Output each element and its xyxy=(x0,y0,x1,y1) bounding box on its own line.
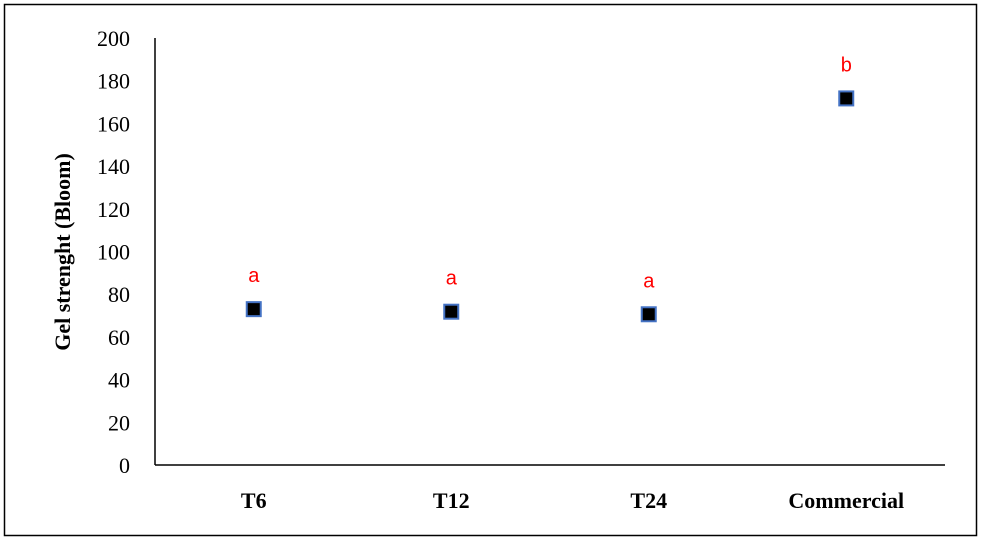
y-tick-label: 0 xyxy=(119,453,130,478)
x-tick-label: T6 xyxy=(241,488,267,513)
y-axis-label: Gel strenght (Bloom) xyxy=(50,153,75,351)
y-tick-label: 160 xyxy=(97,111,130,136)
x-tick-label: Commercial xyxy=(788,488,904,513)
x-tick-label: T12 xyxy=(433,488,470,513)
data-label: a xyxy=(248,265,260,287)
data-label: b xyxy=(841,54,852,76)
y-tick-label: 200 xyxy=(97,26,130,51)
data-point xyxy=(640,306,657,323)
y-tick-label: 140 xyxy=(97,154,130,179)
y-tick-label: 80 xyxy=(108,282,130,307)
y-tick-label: 120 xyxy=(97,197,130,222)
y-tick-label: 100 xyxy=(97,240,130,265)
y-tick-label: 180 xyxy=(97,69,130,94)
data-label: a xyxy=(643,270,655,292)
y-tick-label: 20 xyxy=(108,410,130,435)
y-tick-label: 40 xyxy=(108,368,130,393)
data-point xyxy=(838,90,855,107)
y-tick-label: 60 xyxy=(108,325,130,350)
data-label: a xyxy=(446,268,458,290)
data-point xyxy=(245,301,262,318)
data-point xyxy=(443,303,460,320)
x-tick-label: T24 xyxy=(630,488,667,513)
chart-border xyxy=(3,3,978,537)
